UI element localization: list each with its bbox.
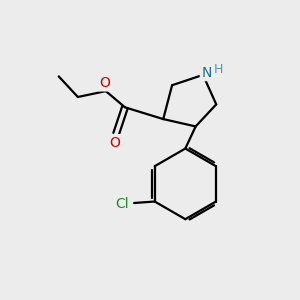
Text: O: O [99,76,110,90]
Text: H: H [214,63,223,76]
Text: Cl: Cl [116,196,129,211]
Text: O: O [109,136,120,150]
Text: N: N [201,66,212,80]
